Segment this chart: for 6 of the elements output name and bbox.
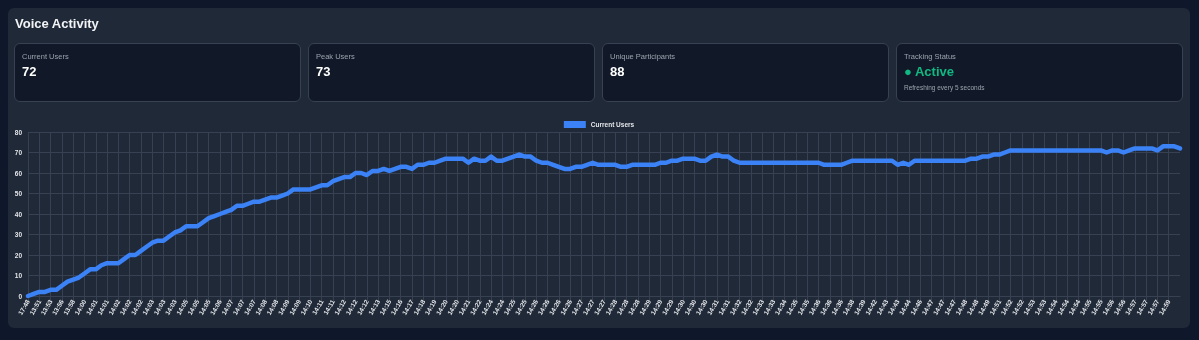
text: 88 <box>610 64 626 79</box>
text: ● Active <box>904 64 955 79</box>
text: 73 <box>316 64 332 79</box>
line-series <box>25 144 1183 299</box>
text: 72 <box>22 64 38 79</box>
text: Voice Activity <box>15 16 99 31</box>
